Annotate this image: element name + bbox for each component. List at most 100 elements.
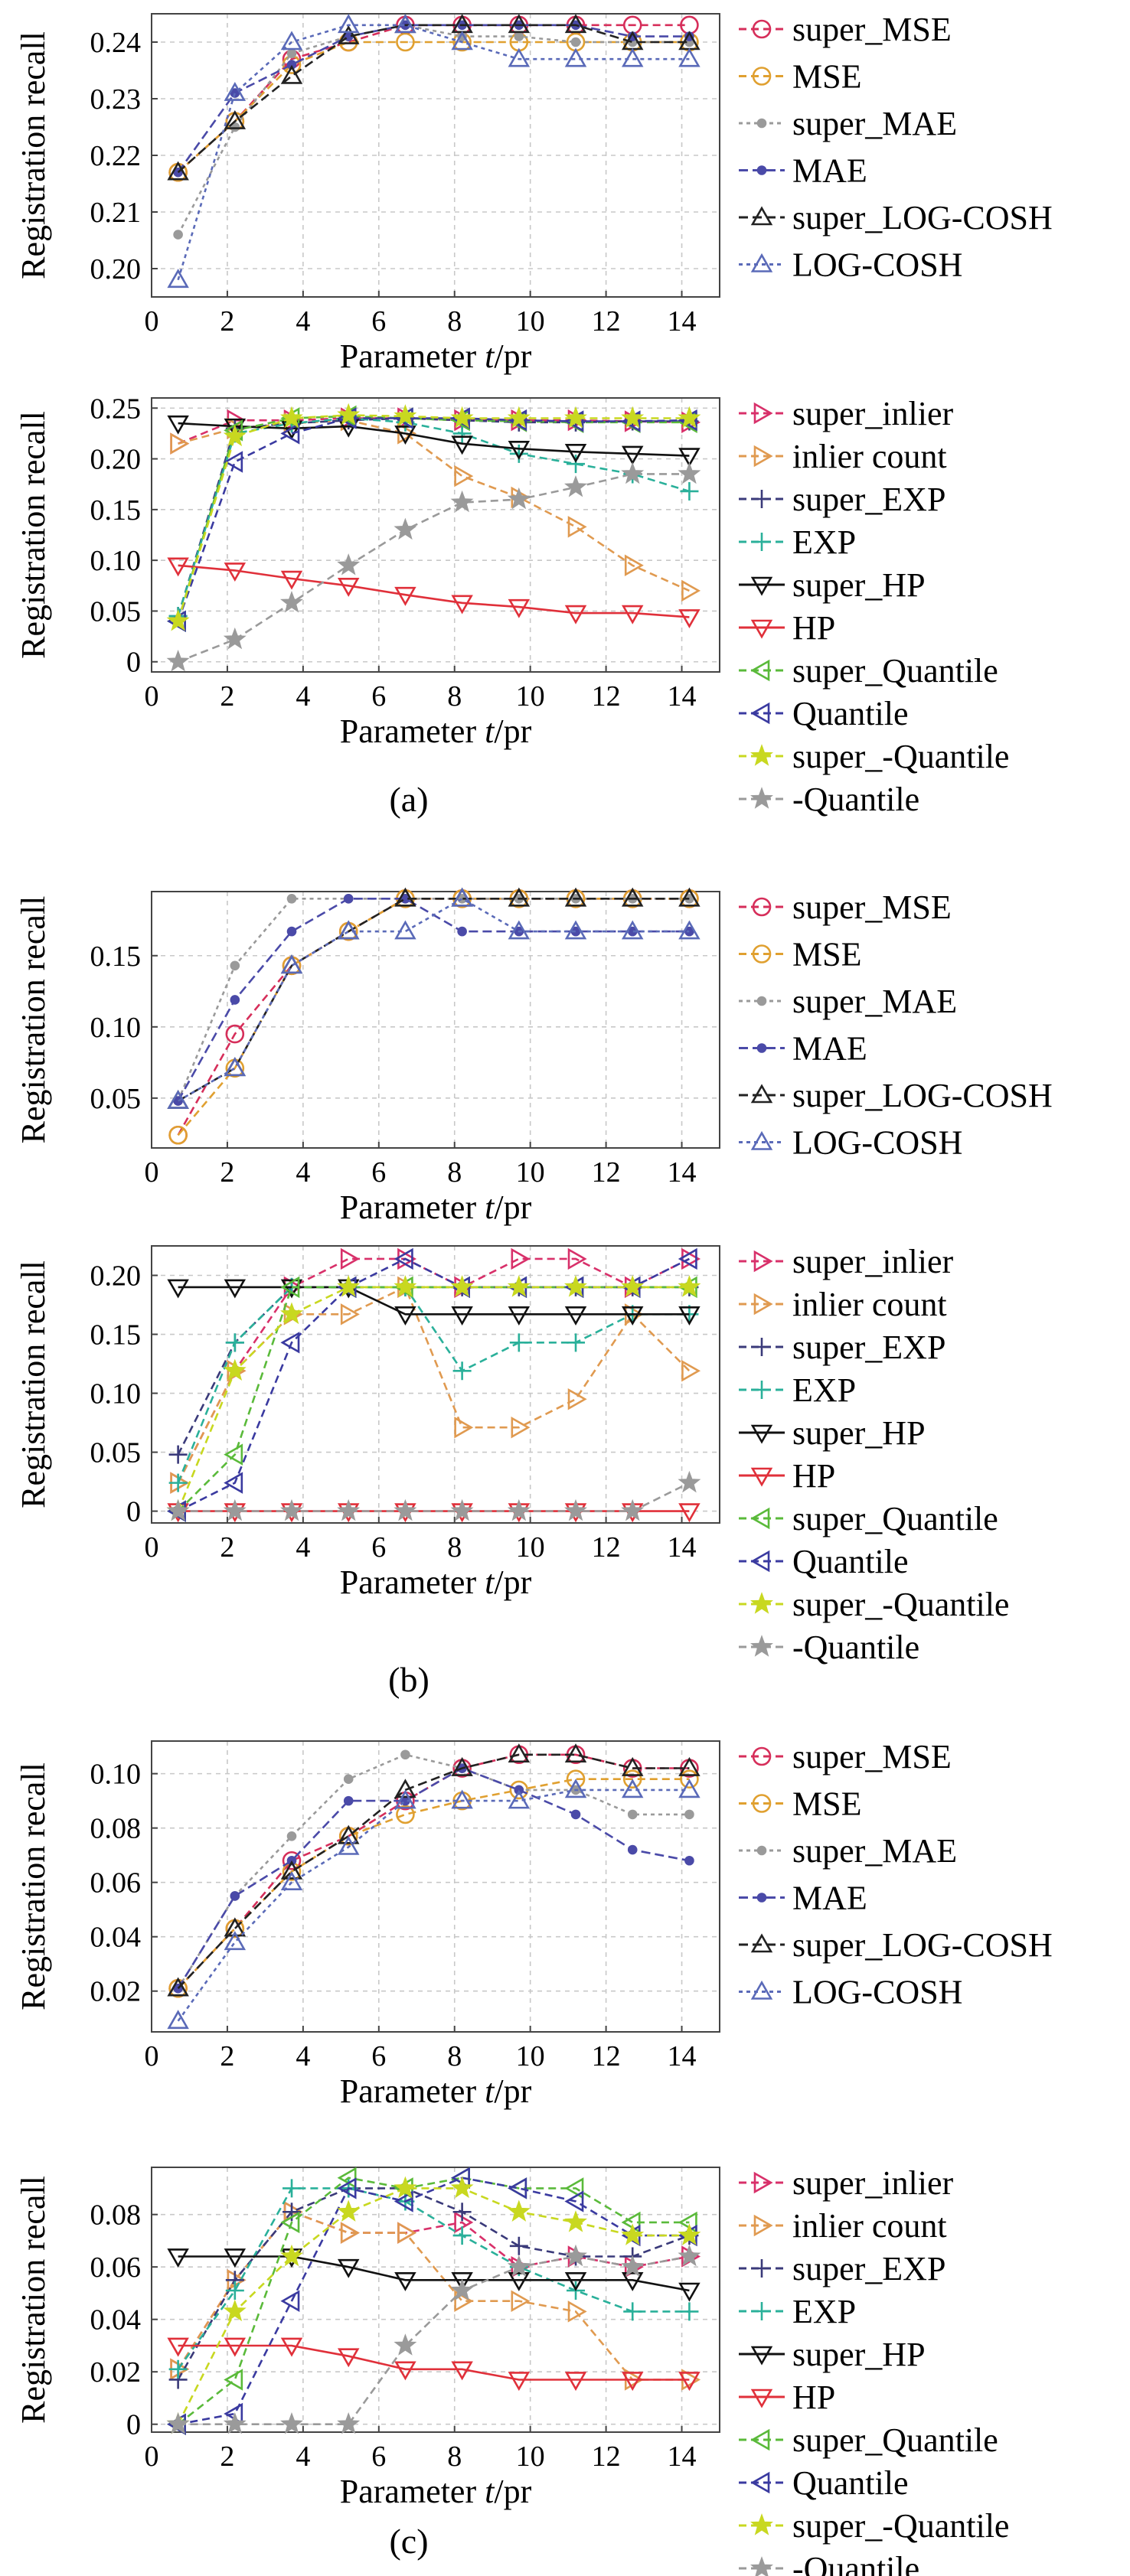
legend-marker [750, 1635, 773, 1657]
series-LOG-COSH [167, 1779, 701, 2030]
data-point [394, 1275, 417, 1297]
series-line [177, 1286, 690, 1512]
data-point [680, 2302, 699, 2321]
legend-marker [750, 2389, 773, 2408]
x-tick-label: 14 [668, 305, 697, 337]
legend-label: inlier count [792, 438, 947, 475]
legend-entry: super_EXP [739, 1329, 945, 1366]
legend-entry: super_Quantile [739, 2421, 998, 2459]
legend-marker [752, 67, 772, 86]
x-tick-label: 10 [516, 2040, 545, 2072]
plot-frame [151, 2167, 720, 2433]
data-point [678, 2372, 701, 2392]
data-point [621, 1779, 644, 1798]
data-point [280, 954, 303, 974]
data-point [282, 1850, 302, 1870]
legend-entry: Quantile [739, 695, 909, 732]
data-point [627, 1844, 638, 1855]
data-point [337, 2411, 361, 2434]
legend-label: super_inlier [792, 2164, 954, 2202]
data-point [280, 2337, 303, 2357]
data-point [681, 1360, 701, 1382]
legend-entry: MAE [739, 1880, 867, 1917]
y-axis-label: Registration recall [15, 31, 52, 279]
y-tick-label: 0.25 [90, 393, 142, 425]
data-point [337, 403, 361, 426]
legend-marker [753, 490, 771, 508]
data-point [507, 1275, 531, 1297]
legend-marker [753, 445, 773, 468]
legend-marker [750, 1550, 770, 1573]
x-tick-label: 14 [668, 2441, 697, 2473]
data-point [280, 1860, 303, 1880]
legend-marker [750, 206, 773, 226]
data-point [173, 230, 183, 240]
data-point [507, 2255, 531, 2277]
x-tick-label: 8 [447, 1531, 462, 1564]
data-point [167, 269, 189, 289]
x-tick-label: 6 [371, 2040, 386, 2072]
data-point [678, 448, 701, 468]
legend-label: super_MSE [792, 11, 952, 48]
data-point [230, 1891, 240, 1901]
series-super_Quantile [167, 2167, 697, 2435]
data-point [621, 1498, 645, 1521]
y-tick-label: 0.10 [90, 545, 142, 577]
data-point [678, 609, 701, 629]
data-point [167, 415, 189, 435]
x-tick-label: 10 [516, 680, 545, 712]
legend-entry: super_-Quantile [739, 2507, 1009, 2545]
data-point [167, 2010, 189, 2030]
y-axis-label: Registration recall [15, 2176, 52, 2424]
legend-entry: MSE [739, 58, 861, 96]
data-point [343, 1774, 354, 1785]
data-point [337, 2258, 360, 2278]
data-point [564, 2372, 587, 2392]
data-point [280, 1332, 300, 1354]
data-point [343, 894, 354, 904]
x-tick-label: 12 [592, 1156, 621, 1189]
series-line [177, 1257, 690, 1484]
series-line [177, 1286, 690, 1484]
legend-entry: super_MAE [739, 1832, 957, 1870]
data-point [394, 920, 416, 940]
data-point [451, 2361, 473, 2381]
series-Quantile [167, 2167, 697, 2435]
data-point [394, 426, 416, 445]
data-point [508, 1743, 531, 1763]
data-point [684, 1855, 694, 1866]
series-line [178, 564, 690, 618]
legend-marker [753, 1250, 773, 1273]
data-point [394, 404, 417, 426]
data-point [343, 1795, 354, 1806]
data-point [508, 887, 531, 907]
legend-marker [753, 2302, 771, 2320]
legend-marker [750, 1507, 770, 1530]
data-point [684, 1809, 694, 1820]
legend-entry: super_-Quantile [739, 738, 1009, 775]
data-point [450, 2278, 474, 2300]
series-super_-Quantile [166, 2176, 701, 2434]
x-tick-label: 10 [516, 305, 545, 337]
legend-label: LOG-COSH [792, 1974, 962, 2011]
x-tick-label: 8 [447, 680, 462, 712]
data-point [166, 649, 190, 672]
series-line [177, 2187, 690, 2370]
y-axis-label: Registration recall [15, 1260, 52, 1508]
data-point [564, 1779, 587, 1798]
legend-marker [750, 1467, 773, 1487]
data-point [621, 2255, 645, 2277]
series-line [177, 1286, 690, 1456]
x-tick-label: 14 [668, 1531, 697, 1564]
legend-label: EXP [792, 1371, 856, 1409]
legend-entry: MAE [739, 152, 867, 190]
data-point [394, 887, 416, 907]
y-tick-label: 0.08 [90, 2199, 142, 2232]
x-tick-label: 8 [447, 2441, 462, 2473]
figure-caption: (a) [389, 780, 428, 819]
series-super_-Quantile [166, 403, 701, 631]
data-point [564, 47, 587, 67]
x-axis-label: Parameter t/pr [340, 337, 532, 375]
data-point [621, 2272, 644, 2291]
series-super_-Quantile [166, 1275, 701, 1521]
